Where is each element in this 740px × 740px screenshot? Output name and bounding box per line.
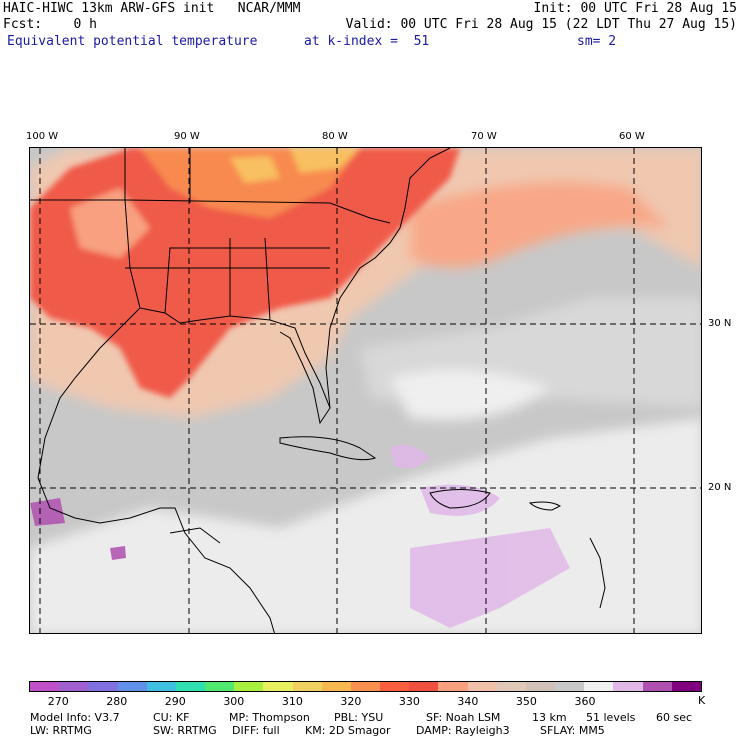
colorbar-swatch — [525, 682, 556, 691]
lon-label-60w: 60 W — [619, 131, 645, 142]
colorbar-tick-label: 290 — [164, 695, 186, 708]
colorbar-tick-label: 310 — [281, 695, 303, 708]
colorbar-swatch — [30, 682, 60, 691]
footer-item: Model Info: V3.7 — [30, 711, 120, 724]
field-name: Equivalent potential temperature — [7, 34, 258, 49]
graticule — [30, 148, 701, 633]
lon-label-90w: 90 W — [174, 131, 200, 142]
lon-label-70w: 70 W — [471, 131, 497, 142]
lon-label-100w: 100 W — [26, 131, 59, 142]
map-svg — [30, 148, 701, 633]
coastlines — [30, 148, 606, 633]
colorbar-swatch — [321, 682, 351, 691]
footer-item: DIFF: full — [232, 724, 280, 737]
colorbar-swatch — [584, 682, 614, 691]
init-time: Init: 00 UTC Fri 28 Aug 15 — [533, 1, 738, 16]
model-title: HAIC-HIWC 13km ARW-GFS init NCAR/MMM — [3, 1, 301, 16]
footer-item: 13 km — [532, 711, 567, 724]
colorbar-tick-label: 280 — [106, 695, 128, 708]
forecast-hour: Fcst: 0 h — [3, 17, 97, 32]
colorbar-swatch — [409, 682, 439, 691]
colorbar-tick-label: 300 — [223, 695, 245, 708]
footer-item: 51 levels — [586, 711, 636, 724]
colorbar-swatch — [438, 682, 468, 691]
footer-item: SFLAY: MM5 — [540, 724, 605, 737]
colorbar-swatch — [350, 682, 381, 691]
colorbar-tick-label: 270 — [47, 695, 69, 708]
lat-label-20n: 20 N — [708, 482, 732, 493]
footer-item: DAMP: Rayleigh3 — [416, 724, 510, 737]
colorbar-swatch — [613, 682, 643, 691]
colorbar-unit: K — [698, 694, 706, 707]
colorbar-swatch — [205, 682, 235, 691]
colorbar-swatch — [59, 682, 89, 691]
colorbar-swatch — [234, 682, 264, 691]
footer-item: PBL: YSU — [334, 711, 384, 724]
footer-item: LW: RRTMG — [30, 724, 92, 737]
colorbar-swatch — [292, 682, 322, 691]
colorbar-swatch — [175, 682, 206, 691]
lat-label-30n: 30 N — [708, 318, 732, 329]
footer-item: 60 sec — [656, 711, 693, 724]
colorbar-tick-label: 330 — [398, 695, 420, 708]
level-index: at k-index = 51 — [304, 34, 430, 49]
theta-e-map — [29, 147, 702, 634]
colorbar-tick-label: 340 — [457, 695, 479, 708]
footer-item: SF: Noah LSM — [426, 711, 501, 724]
colorbar-swatch — [380, 682, 410, 691]
colorbar-swatch — [263, 682, 293, 691]
footer-item: KM: 2D Smagor — [305, 724, 391, 737]
footer-item: MP: Thompson — [229, 711, 310, 724]
colorbar-swatch — [642, 682, 672, 691]
lon-label-80w: 80 W — [322, 131, 348, 142]
footer-item: SW: RRTMG — [153, 724, 217, 737]
colorbar-swatch — [555, 682, 585, 691]
colorbar-swatch — [88, 682, 118, 691]
valid-time: Valid: 00 UTC Fri 28 Aug 15 (22 LDT Thu … — [345, 17, 737, 32]
smoothing: sm= 2 — [577, 34, 617, 49]
colorbar-swatch — [467, 682, 497, 691]
colorbar-tick-label: 350 — [515, 695, 537, 708]
colorbar-tick-label: 320 — [340, 695, 362, 708]
footer-item: CU: KF — [153, 711, 190, 724]
colorbar-swatch — [496, 682, 526, 691]
colorbar-swatch — [117, 682, 147, 691]
field-purple — [30, 444, 570, 628]
colorbar-swatch — [671, 682, 701, 691]
field-red — [30, 148, 460, 398]
colorbar-tick-label: 360 — [574, 695, 596, 708]
colorbar — [29, 681, 702, 692]
colorbar-swatch — [146, 682, 176, 691]
